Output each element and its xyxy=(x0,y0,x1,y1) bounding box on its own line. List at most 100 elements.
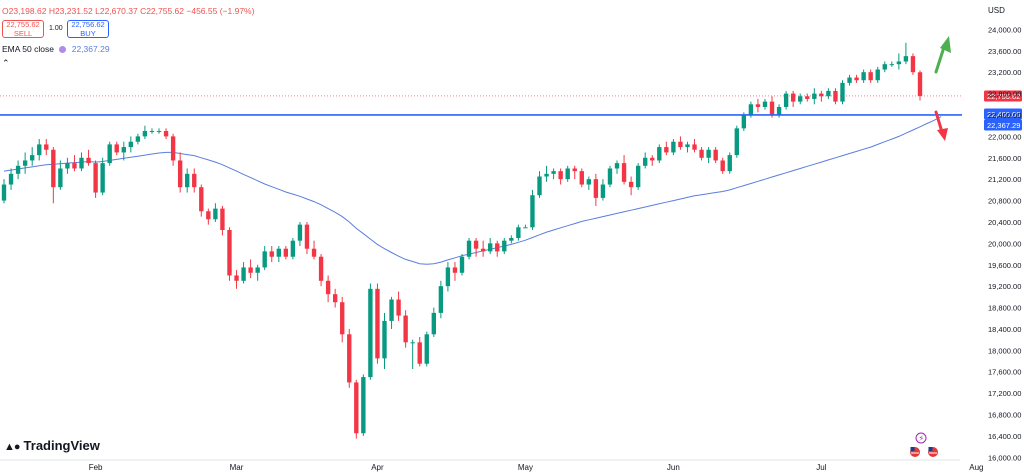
candle-body xyxy=(621,163,627,182)
buy-price: 22,756.62 xyxy=(71,20,105,29)
candle-body xyxy=(445,267,451,287)
candle-body xyxy=(776,106,782,115)
y-tick-label: 19,600.00 xyxy=(988,261,1021,270)
candle-body xyxy=(910,56,916,73)
candle-body xyxy=(819,93,824,97)
candle-body xyxy=(241,267,246,281)
x-tick-label: Feb xyxy=(89,463,103,472)
candle xyxy=(713,147,718,164)
candle xyxy=(812,88,817,105)
candle-body xyxy=(699,149,704,158)
candle-body xyxy=(903,56,909,62)
y-tick-label: 20,400.00 xyxy=(988,218,1021,227)
candle xyxy=(170,133,176,166)
candle xyxy=(657,144,662,164)
candle xyxy=(241,262,246,284)
candle xyxy=(65,157,70,174)
candle xyxy=(149,128,155,134)
candle xyxy=(234,270,239,289)
candle-body xyxy=(332,294,338,303)
candle-body xyxy=(15,165,21,174)
y-tick-label: 24,000.00 xyxy=(988,25,1021,34)
candle xyxy=(297,221,303,247)
candle xyxy=(368,283,373,380)
candle-body xyxy=(410,342,415,344)
candle xyxy=(509,235,514,244)
candle xyxy=(206,208,211,225)
y-tick-label: 18,000.00 xyxy=(988,346,1021,355)
candle-body xyxy=(523,227,528,229)
candle-body xyxy=(93,163,98,193)
candle-body xyxy=(361,377,366,434)
tradingview-logo: ▲● TradingView xyxy=(4,438,100,453)
candle-body xyxy=(403,315,408,343)
candle-body xyxy=(107,144,112,164)
quantity-value[interactable]: 1.00 xyxy=(49,25,63,32)
candle-body xyxy=(262,251,267,268)
candle xyxy=(819,90,824,102)
candle xyxy=(424,331,429,367)
candle xyxy=(607,165,613,188)
candle-body xyxy=(889,64,894,66)
ema-style-icon[interactable] xyxy=(59,46,67,54)
candle-body xyxy=(558,171,563,180)
candle xyxy=(544,165,549,182)
candle-body xyxy=(51,149,56,188)
candle xyxy=(248,259,253,279)
tradingview-logo-icon: ▲● xyxy=(4,441,21,453)
candle-body xyxy=(896,61,902,65)
buy-button[interactable]: 22,756.62 BUY xyxy=(67,20,109,38)
candle-body xyxy=(206,211,211,220)
candle-body xyxy=(551,171,556,174)
candle-body xyxy=(790,93,796,102)
candle xyxy=(706,147,711,164)
candle xyxy=(410,339,415,370)
candle-body xyxy=(227,229,232,276)
y-tick-label: 16,800.00 xyxy=(988,411,1021,420)
candle-body xyxy=(375,288,380,359)
candle xyxy=(142,125,148,140)
candle xyxy=(664,141,669,156)
sell-button[interactable]: 22,755.62 SELL xyxy=(2,20,44,38)
candle-body xyxy=(488,243,493,252)
candle-body xyxy=(417,342,422,364)
candle xyxy=(185,168,190,193)
candle-body xyxy=(65,163,70,169)
candle xyxy=(572,165,577,180)
candle xyxy=(727,152,732,174)
price-axis: 24,000.00 23,600.00 23,200.00 22,800.00 22,4… xyxy=(988,25,1021,462)
candle xyxy=(396,291,401,321)
candle xyxy=(1,179,7,204)
candle-body xyxy=(861,72,866,81)
candle xyxy=(37,139,42,161)
candle-body xyxy=(516,227,521,239)
logo-text: TradingView xyxy=(23,438,100,453)
candle-body xyxy=(1,184,7,201)
candle xyxy=(551,168,556,180)
candle-body xyxy=(882,64,887,70)
candle-body xyxy=(607,168,613,185)
candle-body xyxy=(163,131,169,137)
y-tick-label: 17,200.00 xyxy=(988,389,1021,398)
candle-body xyxy=(614,163,620,169)
candle-body xyxy=(86,157,91,164)
x-tick-label: Mar xyxy=(230,463,244,472)
candle-body xyxy=(495,243,500,252)
candle xyxy=(833,88,838,105)
candle-body xyxy=(875,69,880,81)
candle xyxy=(51,147,56,204)
chevron-up-icon[interactable]: ⌃ xyxy=(2,58,10,68)
candle xyxy=(593,173,599,206)
candle xyxy=(882,61,887,73)
y-tick-label: 22,400.00 xyxy=(988,111,1021,120)
candle-body xyxy=(657,147,662,161)
candle-body xyxy=(199,187,204,212)
ema-legend[interactable]: EMA 50 close 22,367.29 xyxy=(2,44,110,54)
candle xyxy=(523,224,528,229)
us-flag-canton xyxy=(910,447,915,451)
candle-body xyxy=(149,131,155,133)
candle-body xyxy=(840,82,845,102)
candle xyxy=(192,168,197,193)
currency-label[interactable]: USD xyxy=(988,6,1005,15)
